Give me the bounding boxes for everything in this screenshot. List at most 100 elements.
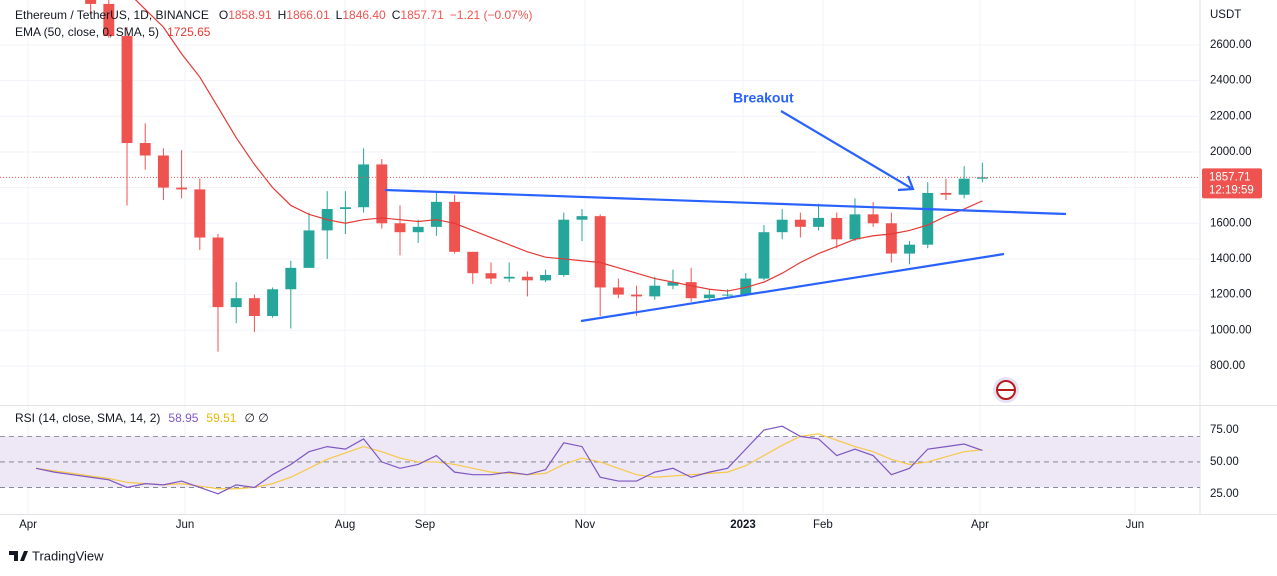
- x-tick-label: Sep: [415, 519, 435, 531]
- countdown: 12:19:59: [1209, 184, 1254, 196]
- candle-body: [376, 164, 388, 224]
- last-price-badge: [1202, 168, 1262, 199]
- y-tick-label: 1200.00: [1210, 289, 1252, 301]
- y-tick-label: 2600.00: [1210, 39, 1252, 51]
- candle-body: [558, 219, 570, 275]
- candle-body: [649, 285, 661, 297]
- text-part: RSI (14, close, SMA, 14, 2): [15, 411, 160, 425]
- candle-body: [612, 287, 624, 295]
- footer-brand: TradingView: [32, 548, 104, 563]
- overlay: 800.001000.001200.001400.001600.001800.0…: [9, 8, 1262, 561]
- candle-body: [540, 274, 552, 281]
- candle-body: [885, 223, 897, 254]
- candle-body: [631, 294, 643, 297]
- candle-body: [412, 226, 424, 233]
- candle-body: [157, 155, 169, 188]
- candle-body: [194, 189, 206, 238]
- trendline: [384, 188, 1067, 216]
- candle-body: [176, 187, 188, 190]
- y-tick-label: 1600.00: [1210, 217, 1252, 229]
- candle-body: [722, 294, 734, 296]
- candle-body: [976, 177, 988, 179]
- x-tick-label: 2023: [730, 519, 756, 531]
- y-tick-label: 2000.00: [1210, 146, 1252, 158]
- rsi-tick-label: 25.00: [1210, 488, 1239, 500]
- text-part: 1846.40: [342, 8, 386, 22]
- text-part: 58.95: [168, 411, 198, 425]
- text-part: EMA (50, close, 0, SMA, 5): [15, 25, 159, 39]
- text-part: L: [336, 8, 343, 22]
- candle-body: [831, 217, 843, 240]
- annotation: Breakout: [733, 90, 794, 106]
- x-tick-label: Nov: [575, 519, 596, 531]
- x-tick-label: Feb: [813, 519, 833, 531]
- candle-body: [576, 216, 588, 220]
- candle-body: [85, 0, 97, 4]
- text-part: 1857.71: [400, 8, 444, 22]
- candle-body: [285, 267, 297, 290]
- candle-body: [703, 294, 715, 299]
- candle-body: [449, 201, 461, 252]
- price-pane: [0, 0, 1200, 405]
- text-part: 1858.91: [228, 8, 272, 22]
- candle-body: [867, 214, 879, 224]
- candle-body: [503, 276, 515, 279]
- candle-body: [740, 278, 752, 295]
- candle-body: [813, 217, 825, 227]
- candle-body: [758, 232, 770, 279]
- candle-body: [339, 207, 351, 210]
- rsi-tick-label: 75.00: [1210, 424, 1239, 436]
- candle-body: [212, 237, 224, 308]
- y-tick-label: 1400.00: [1210, 253, 1252, 265]
- text-part: Ethereum / TetherUS, 1D, BINANCE: [15, 8, 209, 22]
- x-tick-label: Jun: [1126, 519, 1145, 531]
- candle-body: [230, 298, 242, 308]
- rsi-tick-label: 50.00: [1210, 456, 1239, 468]
- y-tick-label: 1000.00: [1210, 324, 1252, 336]
- rsi-line: [35, 425, 983, 495]
- candle-body: [849, 214, 861, 240]
- candle-body: [248, 298, 260, 317]
- candle-body: [958, 178, 970, 195]
- candle-body: [794, 219, 806, 227]
- candle-body: [922, 192, 934, 245]
- text-part: 1725.65: [167, 25, 211, 39]
- text-part: 59.51: [206, 411, 236, 425]
- text-part: H: [278, 8, 287, 22]
- candle-body: [940, 192, 952, 195]
- candle-body: [121, 36, 133, 144]
- text-part: ∅ ∅: [244, 411, 268, 425]
- y-tick-label: 2400.00: [1210, 75, 1252, 87]
- candle-body: [904, 244, 916, 254]
- text-part: −1.21 (−0.07%): [450, 8, 533, 22]
- y-axis-unit: USDT: [1210, 9, 1241, 21]
- rsi-legend: RSI (14, close, SMA, 14, 2) 58.95 59.51 ∅ ∅: [15, 411, 269, 425]
- candle-body: [303, 230, 315, 268]
- text-part: C: [392, 8, 401, 22]
- x-tick-label: Apr: [19, 519, 37, 531]
- candle-body: [776, 219, 788, 233]
- candle-body: [685, 282, 697, 299]
- legend-header: Ethereum / TetherUS, 1D, BINANCE O1858.91…: [15, 8, 533, 22]
- text-part: 1866.01: [286, 8, 330, 22]
- x-tick-label: Jun: [176, 519, 195, 531]
- text-part: O: [219, 8, 228, 22]
- candle-body: [139, 143, 151, 156]
- candle-body: [267, 289, 279, 317]
- candle-body: [521, 276, 533, 281]
- x-tick-label: Aug: [335, 519, 355, 531]
- last-price-label: 1857.71: [1209, 171, 1251, 183]
- trendline: [580, 252, 1005, 323]
- candle-body: [485, 273, 497, 279]
- candle-body: [467, 251, 479, 274]
- arrow: [780, 110, 912, 189]
- candle-body: [103, 3, 115, 37]
- candle-body: [430, 201, 442, 227]
- logo: [9, 551, 28, 561]
- y-tick-label: 2200.00: [1210, 110, 1252, 122]
- ema-legend: EMA (50, close, 0, SMA, 5) 1725.65: [15, 25, 211, 39]
- candle-body: [358, 164, 370, 208]
- rsi-pane: [0, 406, 1200, 514]
